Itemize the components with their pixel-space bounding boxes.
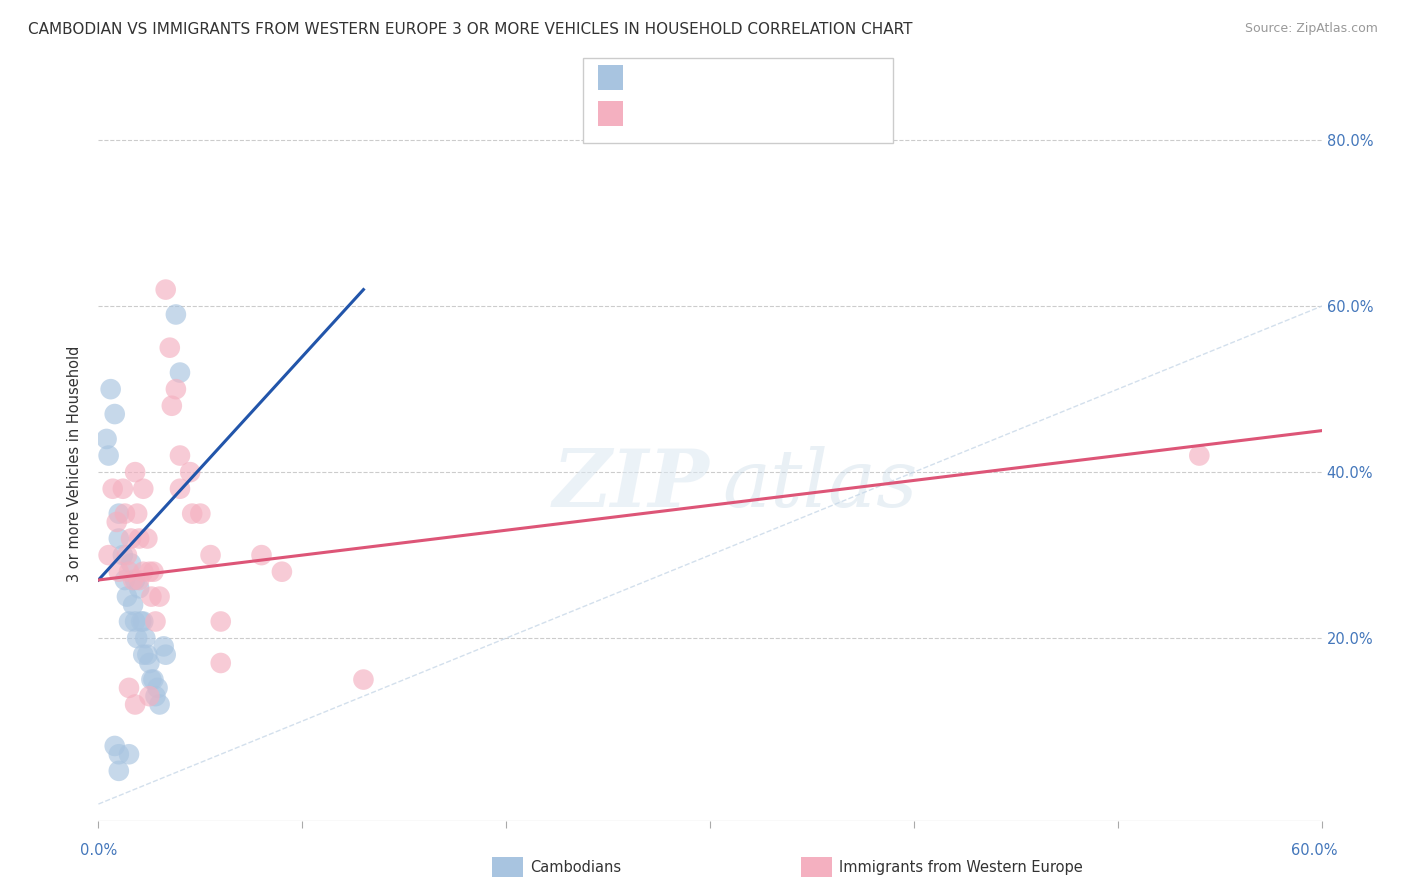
Point [120, 557, 142, 571]
Point [127, 631, 149, 645]
Point [128, 573, 150, 587]
Text: R = 0.344   N = 41: R = 0.344 N = 41 [633, 106, 785, 120]
Point [96, 432, 118, 446]
Point [134, 631, 156, 645]
Point [115, 548, 138, 562]
Point [132, 565, 155, 579]
Point [136, 648, 159, 662]
Point [160, 399, 183, 413]
Point [97, 548, 120, 562]
Point [209, 615, 232, 629]
Point [152, 640, 174, 654]
Point [114, 573, 136, 587]
Point [352, 673, 374, 687]
Point [149, 590, 172, 604]
Point [270, 565, 294, 579]
Point [169, 482, 191, 496]
Point [104, 407, 127, 421]
Text: CAMBODIAN VS IMMIGRANTS FROM WESTERN EUROPE 3 OR MORE VEHICLES IN HOUSEHOLD CORR: CAMBODIAN VS IMMIGRANTS FROM WESTERN EUR… [28, 22, 912, 37]
Point [132, 615, 155, 629]
Point [138, 689, 160, 703]
Point [142, 565, 165, 579]
Point [129, 615, 152, 629]
Point [142, 673, 165, 687]
Point [111, 548, 134, 562]
Point [124, 615, 146, 629]
Text: atlas: atlas [723, 447, 918, 524]
Point [145, 689, 167, 703]
Point [136, 532, 159, 546]
Point [141, 590, 163, 604]
Point [181, 507, 204, 521]
Text: Immigrants from Western Europe: Immigrants from Western Europe [839, 860, 1083, 874]
Point [101, 482, 124, 496]
Point [120, 532, 142, 546]
Point [97, 449, 120, 463]
Point [149, 698, 172, 712]
Point [124, 573, 146, 587]
Point [159, 341, 181, 355]
Point [138, 565, 160, 579]
Point [100, 382, 122, 396]
Point [105, 515, 128, 529]
Point [108, 747, 131, 762]
Point [132, 482, 155, 496]
Text: 0.0%: 0.0% [80, 843, 117, 858]
Point [118, 615, 141, 629]
Text: 60.0%: 60.0% [1291, 843, 1339, 858]
Y-axis label: 3 or more Vehicles in Household: 3 or more Vehicles in Household [67, 346, 83, 582]
Text: Source: ZipAtlas.com: Source: ZipAtlas.com [1244, 22, 1378, 36]
Point [165, 308, 187, 322]
Point [104, 739, 127, 753]
Point [155, 283, 177, 297]
Point [169, 366, 191, 380]
Point [127, 507, 149, 521]
Text: R = 0.600   N = 35: R = 0.600 N = 35 [633, 70, 785, 85]
Point [250, 548, 273, 562]
Point [114, 507, 136, 521]
Point [141, 673, 163, 687]
Point [108, 532, 131, 546]
Point [169, 449, 191, 463]
Point [165, 382, 187, 396]
Point [118, 747, 141, 762]
Point [128, 582, 150, 596]
Point [118, 681, 141, 695]
Point [124, 698, 146, 712]
Point [132, 648, 155, 662]
Point [146, 681, 169, 695]
Point [155, 648, 177, 662]
Point [108, 565, 131, 579]
Point [108, 764, 131, 778]
Point [188, 507, 212, 521]
Point [111, 482, 134, 496]
Point [122, 598, 145, 612]
Point [108, 507, 131, 521]
Point [118, 565, 141, 579]
Point [200, 548, 222, 562]
Text: ZIP: ZIP [553, 447, 710, 524]
Point [145, 615, 167, 629]
Point [209, 656, 232, 670]
Point [115, 590, 138, 604]
Point [124, 465, 146, 479]
Text: Cambodians: Cambodians [530, 860, 621, 874]
Point [1188, 449, 1211, 463]
Point [122, 573, 145, 587]
Point [179, 465, 201, 479]
Point [138, 656, 160, 670]
Point [128, 532, 150, 546]
